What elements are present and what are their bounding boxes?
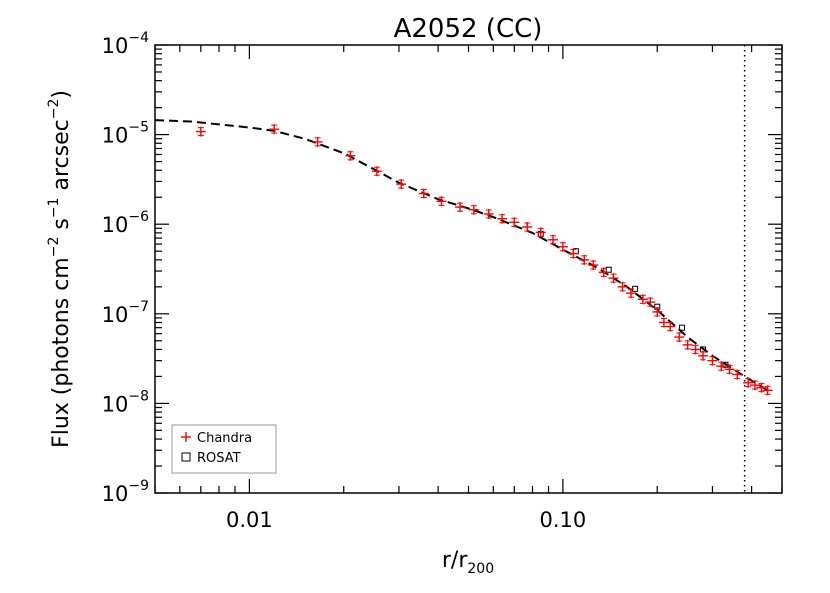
chandra-point — [674, 332, 685, 343]
plot-area — [155, 45, 773, 493]
chandra-point — [682, 339, 693, 350]
chandra-point — [698, 350, 709, 361]
chandra-point — [455, 202, 466, 213]
chandra-point — [568, 248, 579, 259]
x-axis-title: r/r200 — [442, 548, 494, 577]
plot-frame — [154, 44, 783, 494]
chandra-point — [345, 150, 356, 161]
chandra-point — [468, 204, 479, 215]
chandra-point — [749, 380, 760, 391]
legend-marker-rosat — [181, 452, 191, 462]
legend-label: ROSAT — [197, 451, 241, 466]
chandra-point — [665, 321, 676, 332]
chandra-point — [483, 208, 494, 219]
rosat-point — [722, 361, 729, 368]
chandra-point — [743, 377, 754, 388]
chandra-point — [312, 136, 323, 147]
model-curve-layer — [155, 119, 769, 392]
chandra-point — [535, 227, 546, 238]
chandra-point — [637, 294, 648, 305]
rosat-point — [605, 266, 612, 273]
y-tick-label: 10−5 — [102, 120, 149, 148]
chandra-point — [724, 364, 735, 375]
legend: Chandra ROSAT — [171, 424, 277, 474]
x-tick-label: 0.10 — [539, 508, 586, 532]
chandra-point — [195, 126, 206, 137]
chandra-point — [396, 179, 407, 190]
chandra-point — [588, 260, 599, 271]
chandra-point — [418, 188, 429, 199]
chart-title: A2052 (CC) — [394, 14, 543, 44]
chandra-point — [557, 241, 568, 252]
chandra-point — [579, 254, 590, 265]
chandra-point — [436, 196, 447, 207]
chandra-point — [617, 281, 628, 292]
chandra-series-layer — [195, 124, 773, 396]
chandra-point — [690, 344, 701, 355]
x-tick-label: 0.01 — [226, 508, 273, 532]
y-tick-label: 10−8 — [102, 388, 149, 416]
chandra-point — [608, 273, 619, 284]
x-tick-labels: 0.01 0.10 — [226, 508, 586, 532]
chandra-point — [756, 382, 767, 393]
chandra-point — [626, 288, 637, 299]
y-tick-label: 10−7 — [102, 299, 149, 327]
chandra-point — [497, 213, 508, 224]
chandra-point — [371, 166, 382, 177]
chandra-point — [716, 361, 727, 372]
legend-box — [171, 424, 277, 474]
rosat-point — [679, 324, 686, 331]
chandra-point — [732, 369, 743, 380]
axis-ticks — [154, 44, 783, 494]
chandra-point — [269, 124, 280, 135]
chandra-point — [762, 385, 773, 396]
legend-label: Chandra — [197, 431, 252, 446]
chandra-point — [645, 297, 656, 308]
chandra-point — [598, 267, 609, 278]
y-tick-label: 10−6 — [102, 209, 149, 237]
y-tick-label: 10−4 — [102, 30, 149, 58]
chandra-point — [652, 306, 663, 317]
y-tick-label: 10−9 — [102, 478, 149, 506]
y-tick-labels: 10−9 10−8 10−7 10−6 10−5 10−4 — [102, 30, 149, 506]
chandra-point — [522, 222, 533, 233]
y-axis-title: Flux (photons cm−2 s−1 arcsec−2) — [46, 90, 74, 448]
model-curve — [155, 119, 769, 392]
chandra-point — [547, 234, 558, 245]
chandra-point — [509, 217, 520, 228]
chandra-point — [707, 355, 718, 366]
